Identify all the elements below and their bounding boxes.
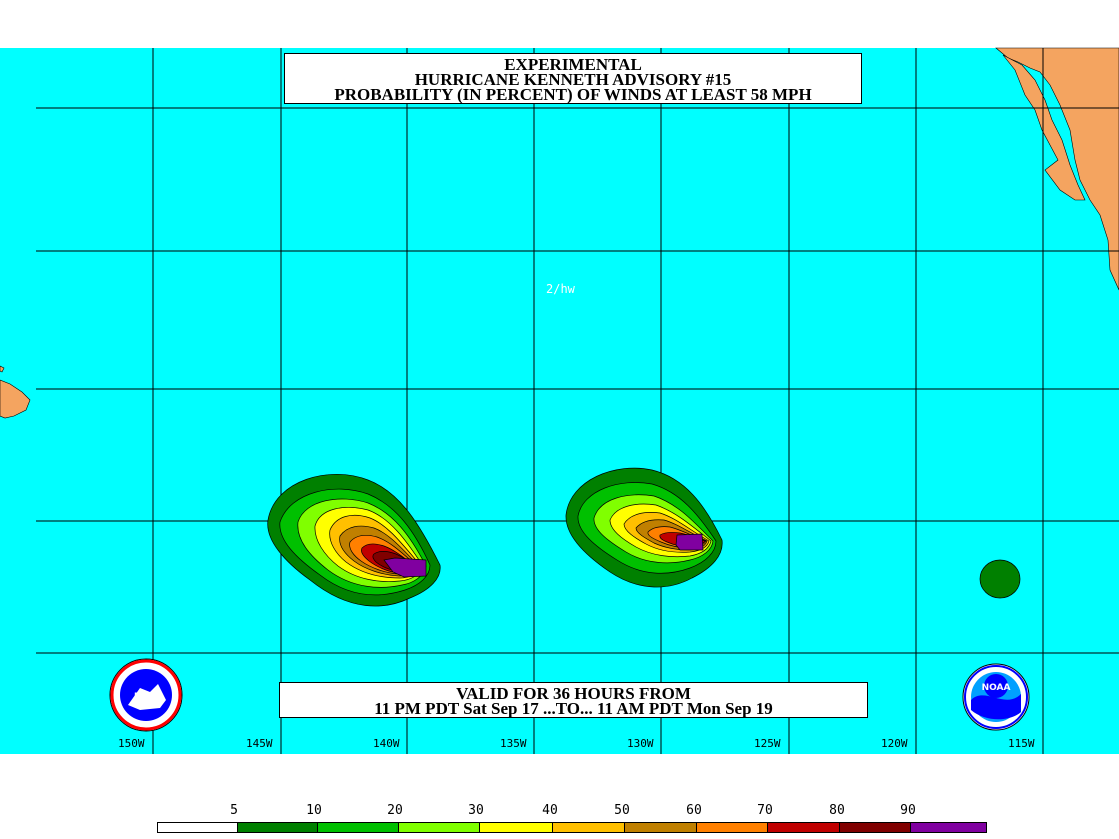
- legend-label: 5: [230, 803, 238, 818]
- lon-label-115w: 115W: [1008, 737, 1035, 750]
- legend-swatch: [695, 823, 767, 832]
- lon-label-130w: 130W: [627, 737, 654, 750]
- title-line-1: EXPERIMENTAL: [504, 55, 642, 74]
- legend-swatch: [236, 823, 317, 832]
- legend-label: 90: [900, 803, 916, 818]
- legend-swatch: [766, 823, 839, 832]
- lat-lon-grid: [36, 48, 1119, 754]
- valid-line-1: VALID FOR 36 HOURS FROM: [456, 684, 691, 703]
- legend-swatch: [838, 823, 911, 832]
- land-baja: [1002, 54, 1086, 201]
- nws-logo: NWS: [109, 658, 183, 732]
- valid-period-box: VALID FOR 36 HOURS FROM 11 PM PDT Sat Se…: [279, 682, 868, 718]
- lon-label-120w: 120W: [881, 737, 908, 750]
- lon-label-135w: 135W: [500, 737, 527, 750]
- legend-swatch: [910, 823, 986, 832]
- probability-blob-east: [979, 559, 1021, 599]
- legend-swatch: [478, 823, 552, 832]
- legend-swatch: [397, 823, 479, 832]
- legend-label: 70: [757, 803, 773, 818]
- legend-label: 10: [306, 803, 322, 818]
- probability-swath-east: [565, 467, 723, 588]
- svg-text:NWS: NWS: [134, 692, 158, 702]
- legend-label: 40: [542, 803, 558, 818]
- lon-label-125w: 125W: [754, 737, 781, 750]
- legend-label: 50: [614, 803, 630, 818]
- legend-label: 80: [829, 803, 845, 818]
- legend-color-bar: [157, 822, 987, 833]
- lon-label-145w: 145W: [246, 737, 273, 750]
- probability-swath-west: [267, 473, 441, 607]
- valid-line-2: 11 PM PDT Sat Sep 17 ...TO... 11 AM PDT …: [374, 699, 773, 718]
- legend-swatch: [551, 823, 624, 832]
- noaa-logo: NOAA: [962, 663, 1030, 731]
- title-line-3: PROBABILITY (IN PERCENT) OF WINDS AT LEA…: [334, 85, 812, 104]
- svg-text:NOAA: NOAA: [982, 683, 1011, 693]
- legend-label: 20: [387, 803, 403, 818]
- lon-label-140w: 140W: [373, 737, 400, 750]
- ocean-area: [0, 48, 1119, 754]
- map-title: EXPERIMENTAL HURRICANE KENNETH ADVISORY …: [284, 53, 862, 104]
- legend-swatch: [316, 823, 398, 832]
- legend-label: 30: [468, 803, 484, 818]
- lon-label-150w: 150W: [118, 737, 145, 750]
- title-line-2: HURRICANE KENNETH ADVISORY #15: [414, 70, 732, 89]
- watermark-text: 2/hw: [546, 282, 575, 296]
- legend-swatch: [158, 823, 237, 832]
- land-hawaii-islet: [0, 365, 5, 373]
- legend-swatch: [623, 823, 696, 832]
- legend-label: 60: [686, 803, 702, 818]
- land-hawaii: [0, 379, 31, 419]
